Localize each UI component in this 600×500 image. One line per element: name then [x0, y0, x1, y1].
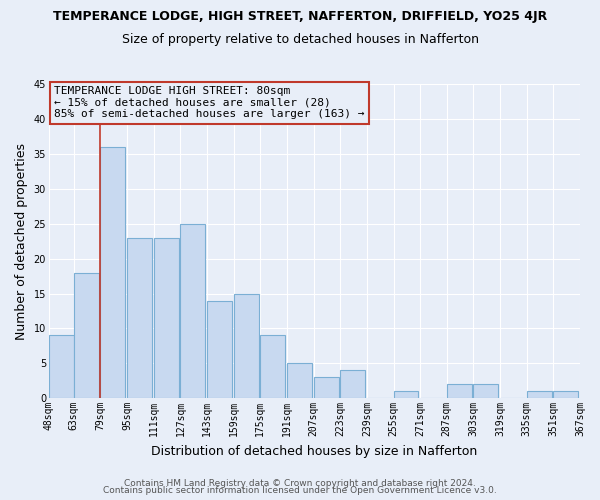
- Bar: [49, 336, 74, 398]
- Y-axis label: Number of detached properties: Number of detached properties: [15, 143, 28, 340]
- Bar: [394, 391, 418, 398]
- Bar: [181, 224, 205, 398]
- Text: TEMPERANCE LODGE, HIGH STREET, NAFFERTON, DRIFFIELD, YO25 4JR: TEMPERANCE LODGE, HIGH STREET, NAFFERTON…: [53, 10, 547, 23]
- Bar: [447, 384, 472, 398]
- Bar: [127, 238, 152, 398]
- Bar: [553, 391, 578, 398]
- X-axis label: Distribution of detached houses by size in Nafferton: Distribution of detached houses by size …: [151, 444, 478, 458]
- Text: Size of property relative to detached houses in Nafferton: Size of property relative to detached ho…: [121, 32, 479, 46]
- Bar: [154, 238, 179, 398]
- Bar: [233, 294, 259, 398]
- Bar: [74, 272, 99, 398]
- Bar: [314, 377, 338, 398]
- Text: TEMPERANCE LODGE HIGH STREET: 80sqm
← 15% of detached houses are smaller (28)
85: TEMPERANCE LODGE HIGH STREET: 80sqm ← 15…: [54, 86, 365, 120]
- Bar: [473, 384, 499, 398]
- Bar: [340, 370, 365, 398]
- Bar: [527, 391, 551, 398]
- Bar: [100, 147, 125, 398]
- Bar: [207, 300, 232, 398]
- Bar: [287, 364, 312, 398]
- Text: Contains public sector information licensed under the Open Government Licence v3: Contains public sector information licen…: [103, 486, 497, 495]
- Bar: [260, 336, 285, 398]
- Text: Contains HM Land Registry data © Crown copyright and database right 2024.: Contains HM Land Registry data © Crown c…: [124, 478, 476, 488]
